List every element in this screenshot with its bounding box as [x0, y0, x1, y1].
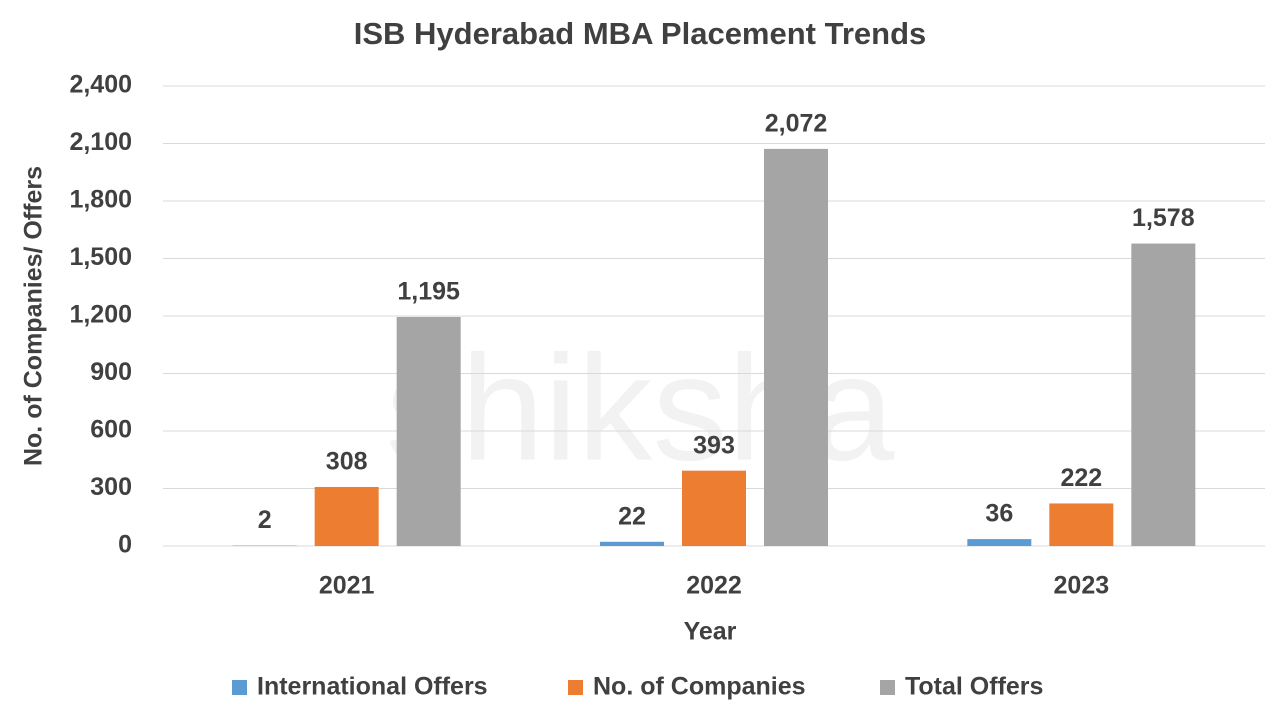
bar — [600, 541, 664, 546]
y-tick-label: 300 — [90, 473, 132, 501]
x-tick-label: 2023 — [1054, 572, 1110, 600]
value-label: 2,072 — [765, 109, 828, 137]
legend-label: Total Offers — [905, 673, 1043, 701]
x-tick-label: 2021 — [319, 572, 375, 600]
bar — [682, 470, 746, 546]
value-label: 22 — [618, 502, 646, 530]
y-axis-title: No. of Companies/ Offers — [20, 166, 48, 466]
chart-title: ISB Hyderabad MBA Placement Trends — [354, 16, 927, 51]
legend-swatch — [880, 680, 895, 695]
y-tick-label: 900 — [90, 358, 132, 386]
value-label: 222 — [1060, 464, 1102, 492]
y-tick-label: 1,500 — [69, 243, 132, 271]
bar — [967, 539, 1032, 546]
value-label: 1,578 — [1132, 204, 1195, 232]
bar — [764, 148, 828, 546]
y-tick-label: 1,200 — [69, 301, 132, 329]
bar — [1049, 503, 1114, 546]
bar — [314, 486, 379, 546]
legend-label: No. of Companies — [593, 673, 806, 701]
legend-swatch — [568, 680, 583, 695]
value-label: 393 — [693, 431, 735, 459]
value-label: 2 — [258, 506, 272, 534]
value-label: 36 — [985, 500, 1013, 528]
x-tick-label: 2022 — [686, 572, 742, 600]
legend-label: International Offers — [257, 673, 488, 701]
value-label: 308 — [326, 448, 368, 476]
bar — [1131, 243, 1196, 547]
y-tick-label: 0 — [118, 531, 132, 559]
x-axis-title: Year — [684, 618, 737, 646]
y-tick-label: 1,800 — [69, 186, 132, 214]
y-tick-label: 2,400 — [69, 71, 132, 99]
y-tick-label: 600 — [90, 416, 132, 444]
value-label: 1,195 — [397, 278, 460, 306]
y-tick-label: 2,100 — [69, 128, 132, 156]
bar — [396, 316, 461, 546]
legend-swatch — [232, 680, 247, 695]
